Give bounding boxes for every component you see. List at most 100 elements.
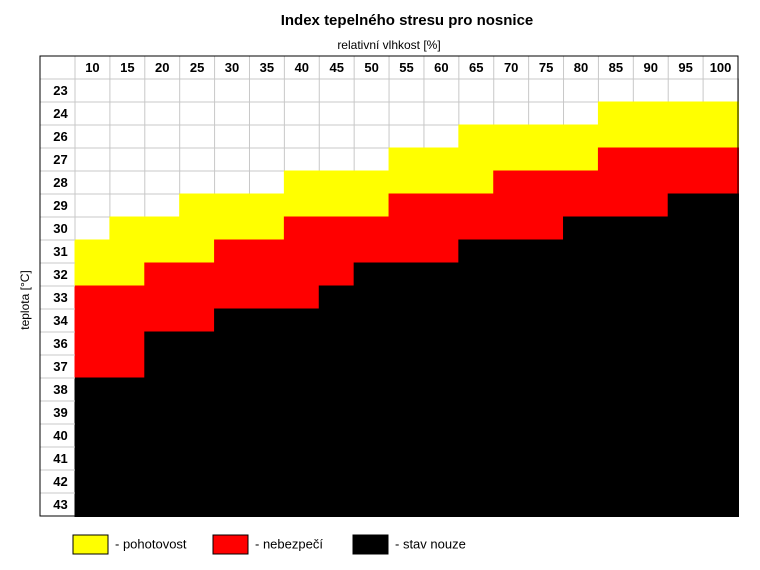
heat-cell xyxy=(563,446,600,471)
heat-cell xyxy=(388,78,425,103)
heat-cell xyxy=(74,124,111,149)
heat-cell xyxy=(563,400,600,425)
heat-cell xyxy=(318,147,356,172)
heat-cell xyxy=(214,78,251,103)
heat-cell xyxy=(667,354,705,379)
heat-cell xyxy=(493,354,530,379)
heat-cell xyxy=(214,400,251,425)
heat-cell xyxy=(667,400,705,425)
heat-cell xyxy=(179,239,216,264)
heat-cell xyxy=(144,446,181,471)
heat-cell xyxy=(702,101,740,126)
heat-cell xyxy=(109,124,146,149)
heat-cell xyxy=(632,331,670,356)
heat-cell xyxy=(493,446,530,471)
heat-cell xyxy=(388,354,425,379)
heat-cell xyxy=(353,308,391,333)
heat-cell xyxy=(179,423,216,448)
heat-cell xyxy=(597,78,635,103)
heat-cell xyxy=(248,469,286,494)
heat-cell xyxy=(179,377,216,402)
heat-cell xyxy=(144,239,181,264)
heat-cell xyxy=(563,101,600,126)
heat-cell xyxy=(632,423,670,448)
heat-cell xyxy=(597,216,635,241)
heat-cell xyxy=(423,101,460,126)
heat-cell xyxy=(214,331,251,356)
heat-cell xyxy=(458,469,495,494)
y-tick-label: 34 xyxy=(53,313,68,328)
heat-cell xyxy=(563,492,600,517)
heat-cell xyxy=(667,331,705,356)
heat-cell xyxy=(423,124,460,149)
heat-cell xyxy=(248,170,286,195)
heat-cell xyxy=(493,216,530,241)
heat-cell xyxy=(214,308,251,333)
heat-cell xyxy=(214,423,251,448)
heat-cell xyxy=(388,331,425,356)
heat-cell xyxy=(248,262,286,287)
heat-cell xyxy=(144,78,181,103)
heat-cell xyxy=(318,78,356,103)
heat-cell xyxy=(667,147,705,172)
heat-cell xyxy=(318,469,356,494)
heat-cell xyxy=(632,446,670,471)
heat-cell xyxy=(563,170,600,195)
heat-cell xyxy=(493,400,530,425)
heat-cell xyxy=(388,285,425,310)
heat-cell xyxy=(283,469,321,494)
heat-cell xyxy=(109,147,146,172)
heat-cell xyxy=(74,331,111,356)
heat-cell xyxy=(702,147,740,172)
heat-cell xyxy=(179,193,216,218)
heat-cell xyxy=(423,216,460,241)
heat-cell xyxy=(528,446,565,471)
heat-cell xyxy=(702,446,740,471)
heat-cell xyxy=(318,492,356,517)
y-tick-label: 37 xyxy=(53,359,67,374)
heat-cell xyxy=(248,377,286,402)
heat-cell xyxy=(388,170,425,195)
heat-cell xyxy=(109,262,146,287)
heat-cell xyxy=(667,193,705,218)
heat-cell xyxy=(388,216,425,241)
heat-cell xyxy=(702,239,740,264)
y-tick-label: 32 xyxy=(53,267,67,282)
heat-cell xyxy=(702,216,740,241)
heat-cell xyxy=(144,400,181,425)
x-tick-label: 65 xyxy=(469,60,483,75)
heat-cell xyxy=(597,469,635,494)
heat-cell xyxy=(74,262,111,287)
heat-cell xyxy=(179,492,216,517)
heat-cell xyxy=(493,285,530,310)
heat-cell xyxy=(597,101,635,126)
heat-cell xyxy=(597,331,635,356)
heat-cell xyxy=(144,147,181,172)
heat-cell xyxy=(597,262,635,287)
heat-cell xyxy=(667,377,705,402)
heat-cell xyxy=(109,400,146,425)
y-tick-label: 38 xyxy=(53,382,67,397)
heat-cell xyxy=(248,446,286,471)
heat-cell xyxy=(528,78,565,103)
heat-cell xyxy=(74,446,111,471)
heat-cell xyxy=(423,239,460,264)
heat-cell xyxy=(423,354,460,379)
heat-cell xyxy=(283,193,321,218)
x-axis-label: relativní vlhkost [%] xyxy=(337,38,440,52)
heat-cell xyxy=(388,423,425,448)
heat-cell xyxy=(144,262,181,287)
heat-cell xyxy=(318,262,356,287)
heat-cell xyxy=(702,331,740,356)
heat-cell xyxy=(353,331,391,356)
heat-cell xyxy=(388,469,425,494)
heat-cell xyxy=(179,354,216,379)
legend-swatch xyxy=(72,534,109,555)
heat-cell xyxy=(458,492,495,517)
heat-cell xyxy=(318,216,356,241)
heat-cell xyxy=(353,423,391,448)
heat-cell xyxy=(528,377,565,402)
heat-cell xyxy=(702,193,740,218)
heat-cell xyxy=(493,101,530,126)
